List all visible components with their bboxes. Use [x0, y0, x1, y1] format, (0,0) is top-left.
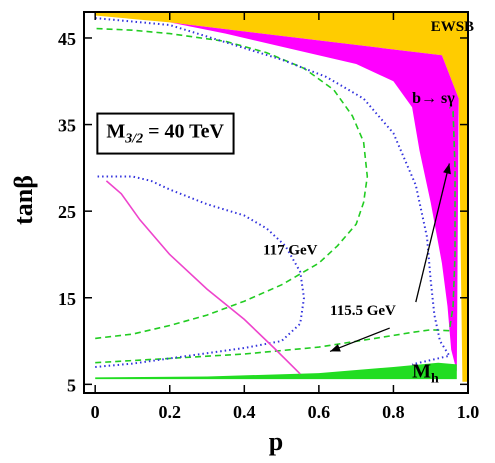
region-bsgamma [169, 22, 459, 372]
contour-lines [95, 17, 456, 375]
x-tick-label: 0.2 [158, 402, 181, 422]
annotation-arrow [329, 327, 390, 353]
y-tick-label: 35 [58, 116, 76, 136]
x-axis-label: p [269, 427, 283, 456]
annotation-box [96, 112, 235, 155]
x-tick-label: 0.6 [308, 402, 331, 422]
y-tick-label: 15 [58, 289, 76, 309]
region-ewsb [95, 12, 468, 382]
annotation-text: EWSB [431, 19, 474, 35]
arrow-head [443, 163, 451, 175]
x-tick-label: 1.0 [457, 402, 480, 422]
y-tick-label: 25 [58, 202, 76, 222]
series-line-dotted-2 [95, 175, 306, 368]
annotation-text: b→ sγ [412, 90, 455, 107]
annotations: EWSB b→ sγ M3/2 = 40 TeV 117 GeV 115.5 GeV Mh [96, 19, 474, 386]
series-line-dashed-0 [95, 27, 369, 340]
annotation-arrow [415, 163, 450, 303]
annotation-text: Mh [412, 360, 439, 386]
plot-frame [83, 11, 469, 394]
x-tick-label: 0.8 [382, 402, 405, 422]
annotation-text: 115.5 GeV [330, 303, 396, 319]
y-axis-label: tanβ [9, 175, 38, 225]
y-tick-label: 45 [58, 29, 76, 49]
region-higgs [95, 362, 457, 380]
x-tick-label: 0 [91, 402, 100, 422]
y-tick-label: 5 [67, 375, 76, 395]
annotation-text: 117 GeV [263, 242, 318, 258]
x-tick-label: 0.4 [233, 402, 256, 422]
series-line-solid-4 [105, 180, 301, 375]
annotation-text: M3/2 = 40 TeV [106, 121, 224, 147]
arrow-head [330, 344, 341, 352]
shaded-regions [95, 12, 468, 382]
axis-ticks: 0 0.2 0.4 0.6 0.8 1.0 5 15 25 35 45 [58, 12, 479, 422]
